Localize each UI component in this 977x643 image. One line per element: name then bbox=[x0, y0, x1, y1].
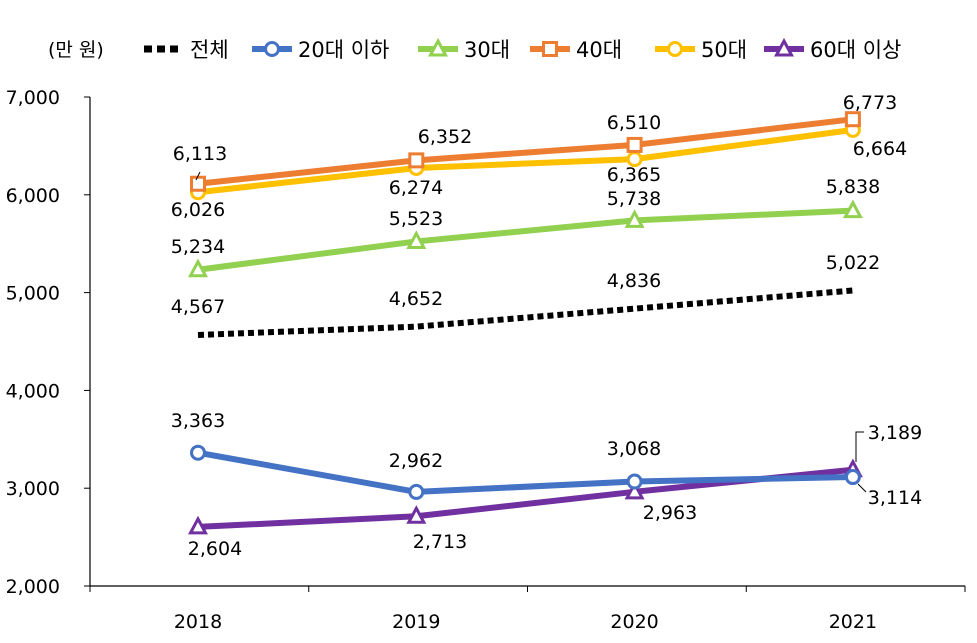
leader-line bbox=[855, 431, 864, 462]
legend-label: 50대 bbox=[701, 38, 747, 62]
data-label: 2,963 bbox=[643, 502, 697, 524]
legend-item: 전체 bbox=[144, 38, 229, 62]
data-point-marker bbox=[187, 258, 209, 278]
x-tick-label: 2018 bbox=[174, 611, 222, 633]
data-label: 2,713 bbox=[413, 531, 467, 553]
data-label: 3,068 bbox=[607, 438, 661, 460]
legend-label: 40대 bbox=[576, 38, 622, 62]
data-label: 6,773 bbox=[843, 92, 897, 114]
data-label: 4,567 bbox=[171, 296, 225, 318]
data-label: 4,836 bbox=[607, 270, 661, 292]
y-tick-label: 3,000 bbox=[6, 478, 60, 500]
data-point-marker bbox=[190, 444, 206, 461]
y-tick-label: 7,000 bbox=[6, 87, 60, 109]
series-lines bbox=[187, 111, 863, 535]
data-point-marker bbox=[844, 469, 861, 486]
data-label: 3,114 bbox=[868, 487, 922, 509]
data-label: 6,274 bbox=[389, 177, 443, 199]
series-line bbox=[197, 287, 854, 338]
data-point-marker bbox=[406, 505, 427, 524]
legend-item: 20대 이하 bbox=[252, 38, 389, 62]
data-point-marker bbox=[626, 473, 643, 490]
data-label: 5,738 bbox=[607, 188, 661, 210]
legend-label: 60대 이상 bbox=[810, 38, 901, 62]
series-line bbox=[197, 116, 854, 187]
axes: 2,000 3,000 4,000 5,000 6,000 7,000 2018 2019 20… bbox=[6, 87, 966, 633]
legend-marker bbox=[264, 41, 280, 57]
leader-line bbox=[857, 483, 867, 493]
y-tick-label: 2,000 bbox=[6, 576, 60, 598]
legend-label: 30대 bbox=[464, 38, 510, 62]
data-label: 2,962 bbox=[389, 450, 443, 472]
y-tick-label: 4,000 bbox=[6, 380, 60, 402]
data-point-marker bbox=[626, 136, 643, 153]
data-label: 6,365 bbox=[607, 164, 661, 186]
legend-marker bbox=[667, 41, 683, 57]
leader-line bbox=[195, 171, 201, 181]
data-point-marker bbox=[624, 480, 645, 500]
series-4 bbox=[190, 121, 861, 201]
series-1 bbox=[190, 444, 861, 500]
data-label: 5,022 bbox=[826, 252, 880, 274]
data-label: 4,652 bbox=[389, 288, 443, 310]
unit-label: (만 원) bbox=[48, 39, 104, 61]
legend-label: 20대 이하 bbox=[298, 38, 389, 62]
x-tick-label: 2019 bbox=[392, 611, 440, 633]
x-tick-label: 2021 bbox=[829, 611, 877, 633]
series-3 bbox=[190, 111, 861, 192]
data-label: 6,026 bbox=[171, 199, 225, 221]
legend-marker bbox=[542, 41, 558, 57]
data-point-marker bbox=[842, 199, 863, 219]
legend-label: 전체 bbox=[190, 38, 229, 62]
data-label: 2,604 bbox=[188, 538, 242, 560]
data-point-marker bbox=[844, 111, 861, 128]
series-0 bbox=[197, 287, 854, 338]
series-line bbox=[197, 126, 854, 196]
data-point-marker bbox=[408, 483, 425, 500]
legend-marker bbox=[773, 37, 795, 57]
legend-item: 30대 bbox=[418, 37, 510, 62]
data-label: 6,113 bbox=[173, 143, 227, 165]
data-label: 5,234 bbox=[171, 236, 225, 258]
y-tick-label: 5,000 bbox=[6, 283, 60, 305]
data-label: 3,189 bbox=[868, 422, 922, 444]
data-label: 6,352 bbox=[418, 126, 472, 148]
data-label: 5,523 bbox=[389, 208, 443, 230]
data-label: 6,510 bbox=[607, 112, 661, 134]
series-line bbox=[197, 449, 853, 495]
legend: 전체 20대 이하 30대 40대 50대 60대 이상 bbox=[144, 37, 901, 62]
series-line bbox=[197, 207, 854, 273]
legend-item: 50대 bbox=[655, 38, 747, 62]
data-label: 3,363 bbox=[171, 410, 225, 432]
data-labels: 4,567 4,652 4,836 5,022 3,363 2,962 3,068 3,114… bbox=[171, 92, 922, 560]
data-point-marker bbox=[406, 230, 427, 249]
x-tick-label: 2020 bbox=[610, 611, 658, 633]
data-point-marker bbox=[408, 152, 425, 169]
legend-item: 40대 bbox=[530, 38, 622, 62]
data-point-marker bbox=[187, 515, 209, 535]
legend-item: 60대 이상 bbox=[764, 37, 901, 62]
series-2 bbox=[187, 199, 863, 278]
data-point-marker bbox=[190, 175, 206, 192]
data-label: 5,838 bbox=[826, 176, 880, 198]
data-point-marker bbox=[624, 209, 645, 228]
y-tick-label: 6,000 bbox=[6, 185, 60, 207]
legend-marker bbox=[427, 37, 449, 57]
data-label: 6,664 bbox=[853, 138, 907, 160]
